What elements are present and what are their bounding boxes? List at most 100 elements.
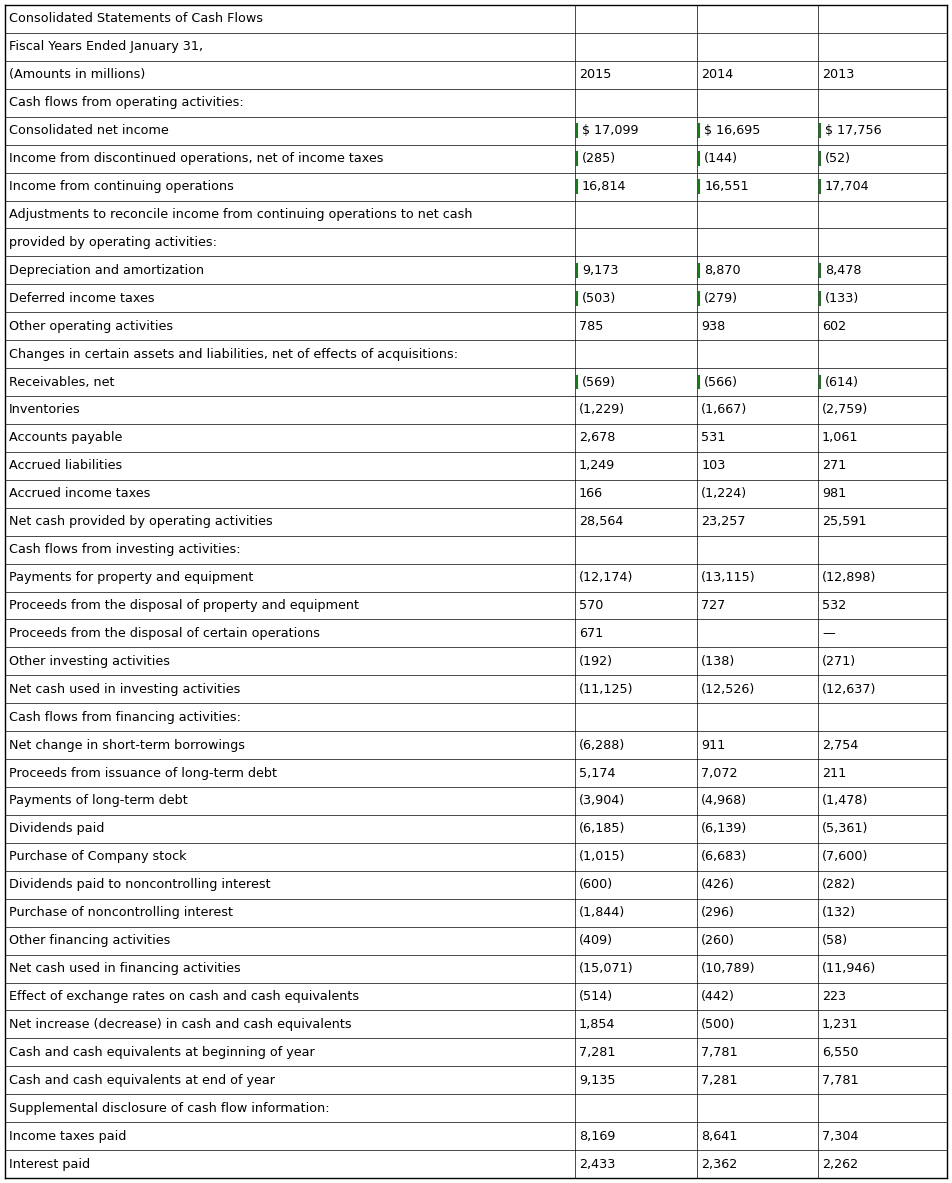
Text: provided by operating activities:: provided by operating activities:: [9, 235, 217, 248]
Text: Purchase of noncontrolling interest: Purchase of noncontrolling interest: [9, 906, 233, 919]
Text: (15,071): (15,071): [579, 962, 633, 975]
Text: 7,281: 7,281: [579, 1046, 615, 1059]
Text: 271: 271: [822, 459, 846, 472]
Text: 785: 785: [579, 319, 604, 332]
Text: 2013: 2013: [822, 69, 854, 82]
Text: (614): (614): [825, 375, 859, 388]
Text: (1,667): (1,667): [702, 403, 747, 416]
Text: (6,185): (6,185): [579, 822, 625, 835]
Text: 531: 531: [702, 432, 725, 445]
Text: Receivables, net: Receivables, net: [9, 375, 114, 388]
Text: (5,361): (5,361): [822, 822, 868, 835]
Text: 602: 602: [822, 319, 846, 332]
Text: Income taxes paid: Income taxes paid: [9, 1130, 127, 1143]
Text: Changes in certain assets and liabilities, net of effects of acquisitions:: Changes in certain assets and liabilitie…: [9, 348, 458, 361]
Text: (Amounts in millions): (Amounts in millions): [9, 69, 146, 82]
Text: Payments of long-term debt: Payments of long-term debt: [9, 795, 188, 808]
Text: (1,478): (1,478): [822, 795, 868, 808]
Text: Cash and cash equivalents at end of year: Cash and cash equivalents at end of year: [9, 1074, 275, 1087]
Text: 7,072: 7,072: [702, 767, 738, 780]
Text: (6,288): (6,288): [579, 738, 625, 751]
Text: $ 17,756: $ 17,756: [825, 124, 882, 137]
Text: $ 16,695: $ 16,695: [704, 124, 761, 137]
Text: (600): (600): [579, 878, 613, 891]
Text: Depreciation and amortization: Depreciation and amortization: [9, 264, 204, 277]
Text: Proceeds from the disposal of certain operations: Proceeds from the disposal of certain op…: [9, 627, 320, 640]
Text: (4,968): (4,968): [702, 795, 747, 808]
Text: 2,262: 2,262: [822, 1157, 858, 1170]
Text: (3,904): (3,904): [579, 795, 625, 808]
Text: 6,550: 6,550: [822, 1046, 859, 1059]
Text: Other financing activities: Other financing activities: [9, 935, 170, 948]
Text: (138): (138): [702, 655, 736, 668]
Text: Dividends paid: Dividends paid: [9, 822, 105, 835]
Text: 211: 211: [822, 767, 846, 780]
Text: Cash flows from operating activities:: Cash flows from operating activities:: [9, 96, 244, 109]
Text: (10,789): (10,789): [702, 962, 756, 975]
Text: 103: 103: [702, 459, 725, 472]
Text: 2014: 2014: [702, 69, 734, 82]
Text: 532: 532: [822, 599, 846, 612]
Text: Effect of exchange rates on cash and cash equivalents: Effect of exchange rates on cash and cas…: [9, 990, 359, 1003]
Text: Adjustments to reconcile income from continuing operations to net cash: Adjustments to reconcile income from con…: [9, 208, 472, 221]
Text: Other investing activities: Other investing activities: [9, 655, 170, 668]
Text: 7,781: 7,781: [822, 1074, 859, 1087]
Text: (6,683): (6,683): [702, 851, 747, 864]
Text: 570: 570: [579, 599, 604, 612]
Text: 23,257: 23,257: [702, 515, 745, 528]
Text: (1,229): (1,229): [579, 403, 625, 416]
Text: 2,362: 2,362: [702, 1157, 738, 1170]
Text: (58): (58): [822, 935, 848, 948]
Text: Accrued liabilities: Accrued liabilities: [9, 459, 122, 472]
Text: 223: 223: [822, 990, 846, 1003]
Text: $ 17,099: $ 17,099: [582, 124, 639, 137]
Text: Consolidated net income: Consolidated net income: [9, 124, 169, 137]
Text: (132): (132): [822, 906, 856, 919]
Text: (569): (569): [582, 375, 616, 388]
Text: 17,704: 17,704: [825, 180, 869, 193]
Text: Interest paid: Interest paid: [9, 1157, 90, 1170]
Text: 9,173: 9,173: [582, 264, 619, 277]
Text: (7,600): (7,600): [822, 851, 868, 864]
Text: 1,231: 1,231: [822, 1017, 859, 1030]
Text: 7,781: 7,781: [702, 1046, 738, 1059]
Text: 16,551: 16,551: [704, 180, 749, 193]
Text: 727: 727: [702, 599, 725, 612]
Text: 8,169: 8,169: [579, 1130, 615, 1143]
Text: (409): (409): [579, 935, 613, 948]
Text: (1,844): (1,844): [579, 906, 625, 919]
Text: (285): (285): [582, 153, 616, 166]
Text: (279): (279): [704, 292, 739, 305]
Text: Dividends paid to noncontrolling interest: Dividends paid to noncontrolling interes…: [9, 878, 270, 891]
Text: (11,125): (11,125): [579, 683, 633, 696]
Text: (6,139): (6,139): [702, 822, 747, 835]
Text: 7,281: 7,281: [702, 1074, 738, 1087]
Text: Purchase of Company stock: Purchase of Company stock: [9, 851, 187, 864]
Text: (192): (192): [579, 655, 613, 668]
Text: 1,061: 1,061: [822, 432, 859, 445]
Text: (282): (282): [822, 878, 856, 891]
Text: 2,678: 2,678: [579, 432, 615, 445]
Text: 8,641: 8,641: [702, 1130, 738, 1143]
Text: Deferred income taxes: Deferred income taxes: [9, 292, 154, 305]
Text: Proceeds from issuance of long-term debt: Proceeds from issuance of long-term debt: [9, 767, 277, 780]
Text: Cash flows from financing activities:: Cash flows from financing activities:: [9, 711, 241, 724]
Text: (514): (514): [579, 990, 613, 1003]
Text: Cash and cash equivalents at beginning of year: Cash and cash equivalents at beginning o…: [9, 1046, 315, 1059]
Text: Fiscal Years Ended January 31,: Fiscal Years Ended January 31,: [9, 40, 203, 53]
Text: 2,754: 2,754: [822, 738, 859, 751]
Text: (442): (442): [702, 990, 735, 1003]
Text: Proceeds from the disposal of property and equipment: Proceeds from the disposal of property a…: [9, 599, 359, 612]
Text: Payments for property and equipment: Payments for property and equipment: [9, 571, 253, 584]
Text: (13,115): (13,115): [702, 571, 756, 584]
Text: 2015: 2015: [579, 69, 611, 82]
Text: Income from discontinued operations, net of income taxes: Income from discontinued operations, net…: [9, 153, 384, 166]
Text: (271): (271): [822, 655, 856, 668]
Text: (133): (133): [825, 292, 860, 305]
Text: 7,304: 7,304: [822, 1130, 859, 1143]
Text: 1,854: 1,854: [579, 1017, 615, 1030]
Text: Net change in short-term borrowings: Net change in short-term borrowings: [9, 738, 245, 751]
Text: 1,249: 1,249: [579, 459, 615, 472]
Text: 938: 938: [702, 319, 725, 332]
Text: Net cash used in financing activities: Net cash used in financing activities: [9, 962, 241, 975]
